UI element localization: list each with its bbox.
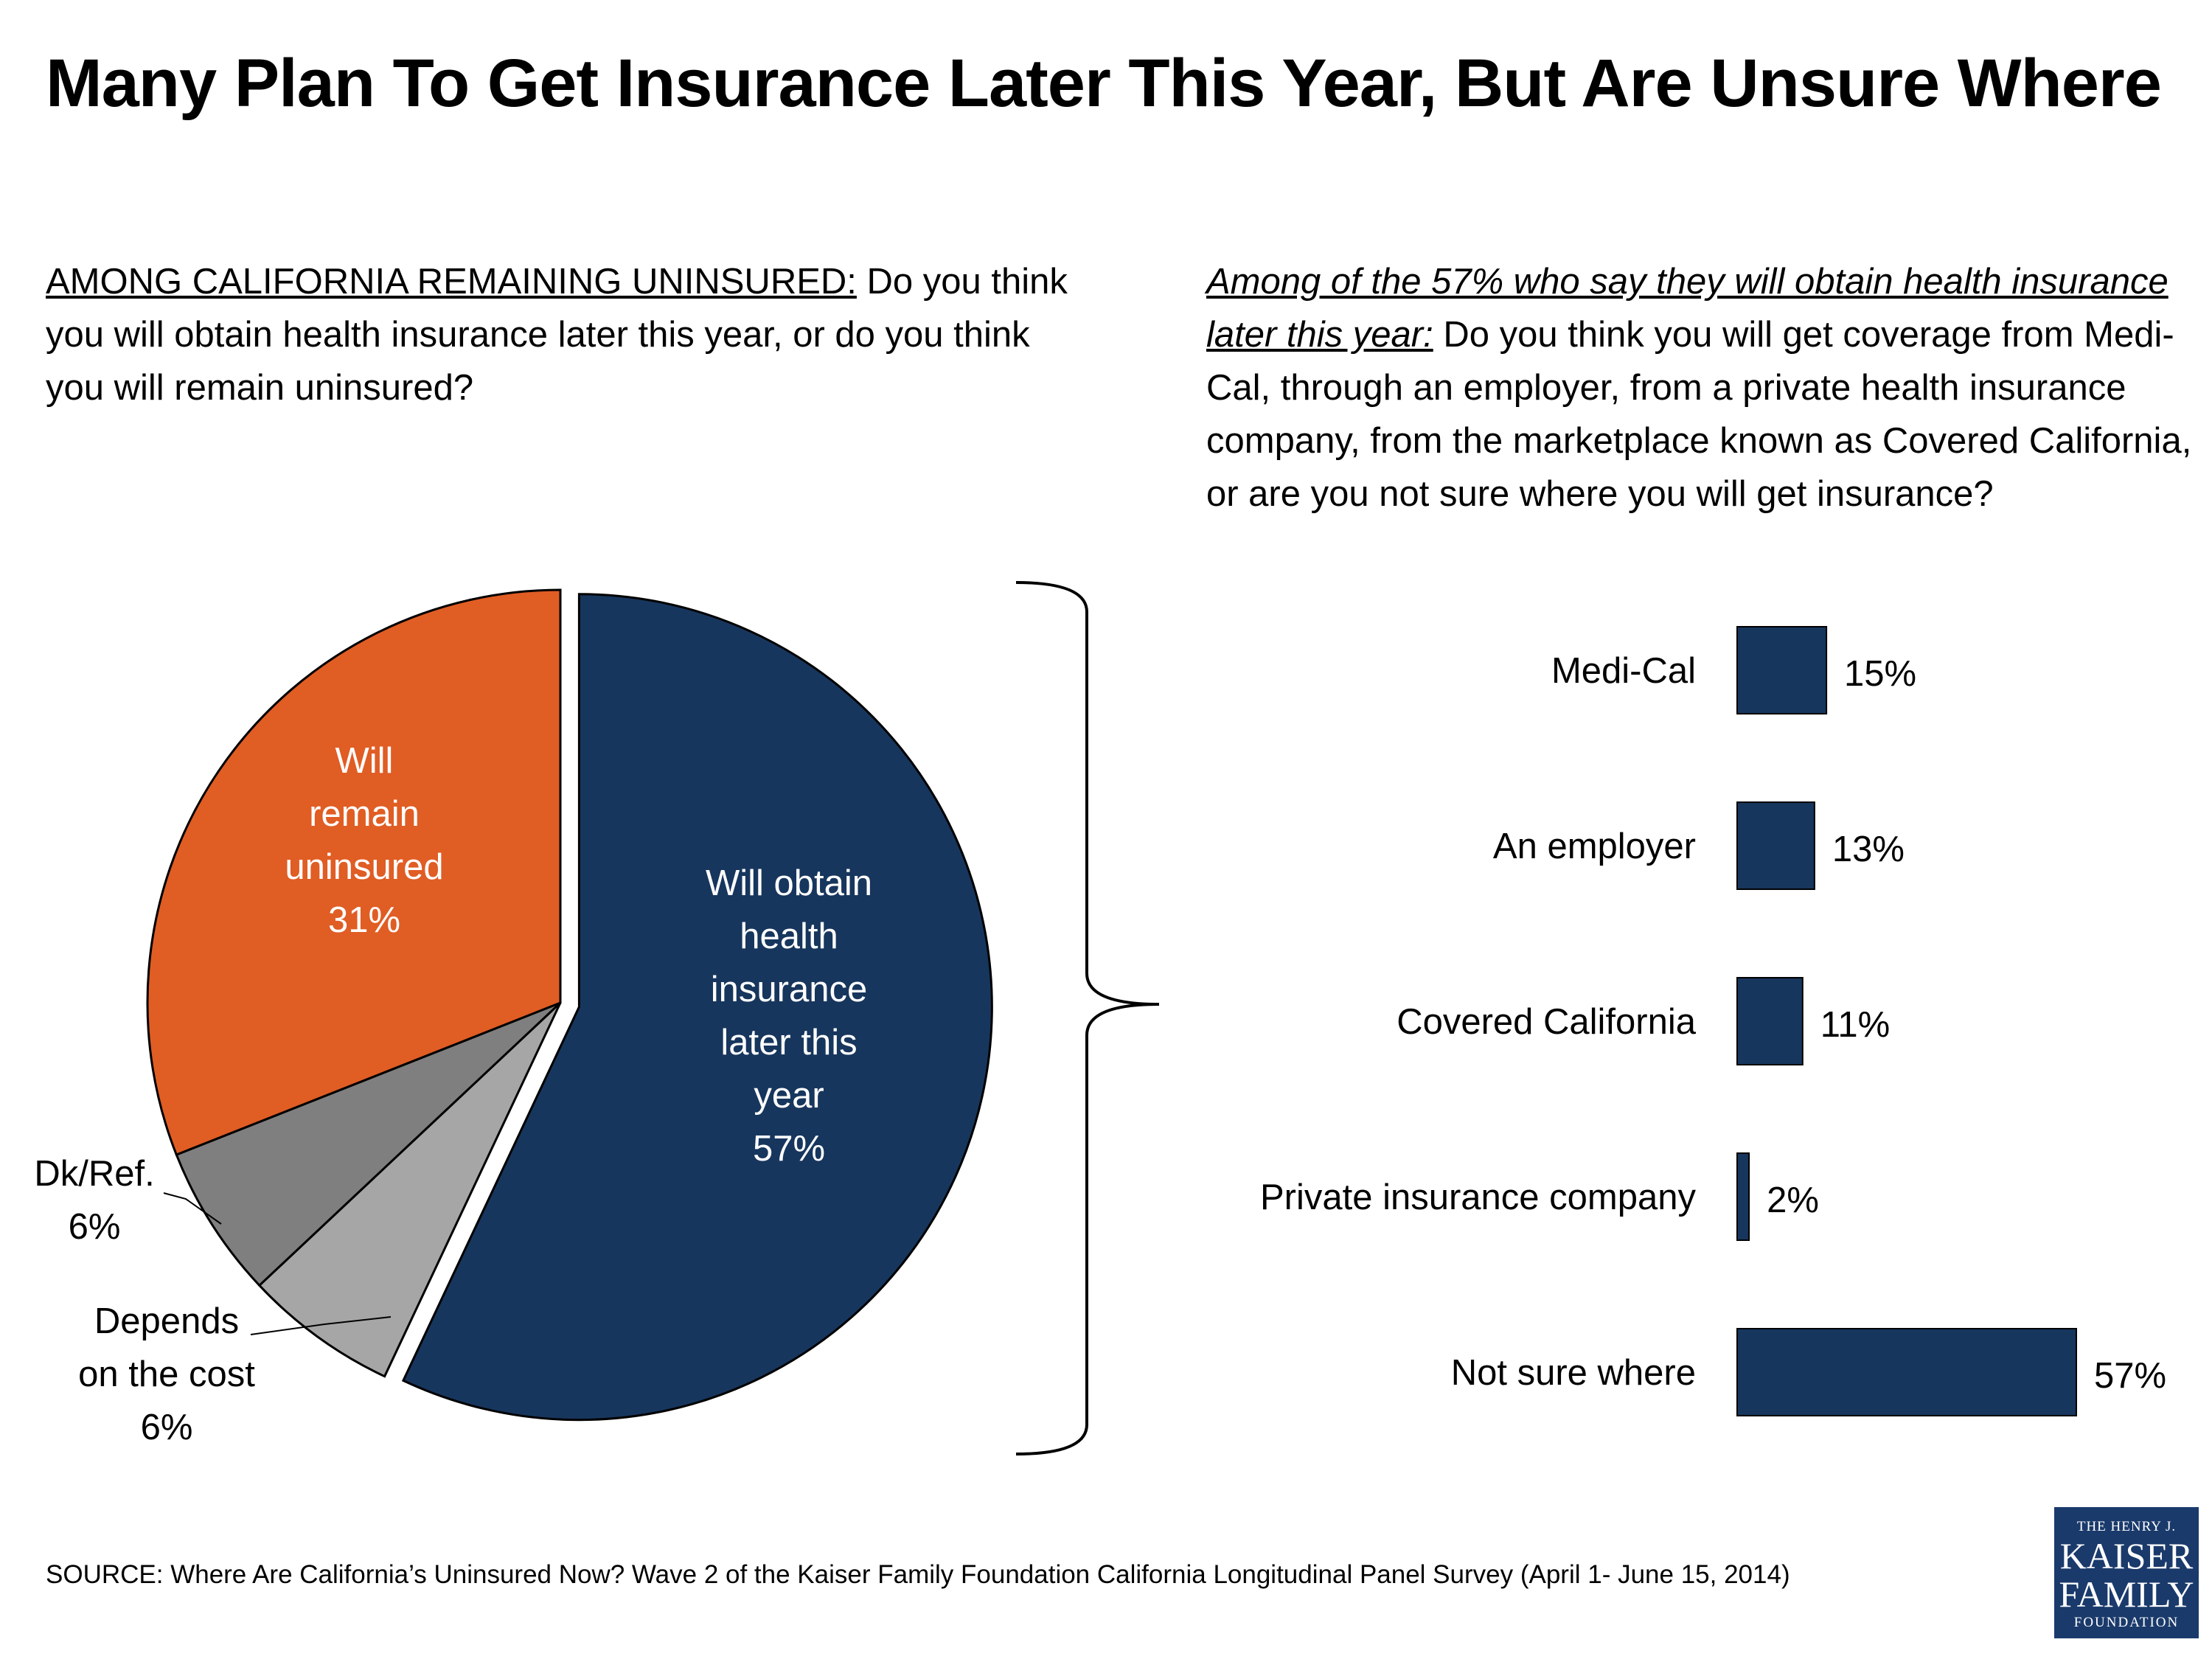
left-question-lead: AMONG CALIFORNIA REMAINING UNINSURED: <box>46 262 857 302</box>
bar-chart: Medi-Cal 15% An employer 13% Covered Califor… <box>1260 626 2166 1416</box>
bar-value-label: 2% <box>1767 1180 1819 1220</box>
pie-slice-remain <box>146 588 562 1157</box>
pie-slice-dkref <box>175 1001 562 1287</box>
pie-slice-obtain <box>401 593 993 1422</box>
pie-slice-depends-label: Depends on the cost 6% <box>78 1301 255 1447</box>
logo-line3: FAMILY <box>2059 1573 2194 1615</box>
pie-slice-depends-label-line: 6% <box>141 1408 193 1447</box>
bar-value-label: 11% <box>1820 1005 1890 1045</box>
pie-slice-remain-label: Will remain uninsured 31% <box>285 741 443 940</box>
pie-slice-obtain-label-line: year <box>754 1076 824 1116</box>
left-question-text: Do you think you will obtain health insu… <box>46 262 1068 408</box>
bar-category-label: An employer <box>1493 827 1696 866</box>
pie-chart: Will obtain health insurance later this year… <box>34 588 993 1447</box>
source-note: SOURCE: Where Are California’s Uninsured… <box>46 1560 1790 1589</box>
page-title: Many Plan To Get Insurance Later This Ye… <box>46 46 2162 121</box>
bar-category-label: Not sure where <box>1451 1353 1696 1393</box>
pie-slice-obtain-label-line: Will obtain <box>706 863 872 903</box>
bar-3 <box>1736 1152 1750 1241</box>
bar-category-label: Private insurance company <box>1260 1178 1697 1217</box>
pie-slice-dkref-label: Dk/Ref. 6% <box>34 1154 154 1247</box>
bar-1 <box>1736 801 1815 890</box>
pie-slice-depends-label-line: on the cost <box>78 1354 255 1394</box>
pie-slice-depends-label-line: Depends <box>94 1301 239 1341</box>
right-question: Among of the 57% who say they will obtai… <box>1206 255 2209 521</box>
pie-slice-remain-label-line: Will <box>335 741 394 781</box>
pie-slice-remain-label-line: remain <box>309 794 420 834</box>
pie-slice-obtain-label-line: health <box>740 917 838 956</box>
bar-category-label: Covered California <box>1397 1002 1697 1042</box>
pie-leader-line <box>163 1192 222 1225</box>
right-question-text: Do you think you will get coverage from … <box>1206 315 2192 514</box>
bar-0 <box>1736 626 1828 714</box>
pie-slice-obtain-label: Will obtain health insurance later this year… <box>706 863 872 1169</box>
logo-line2: KAISER <box>2059 1535 2194 1576</box>
pie-slice-obtain-label-line: 57% <box>753 1129 825 1169</box>
bar-value-label: 57% <box>2094 1356 2166 1396</box>
bar-value-label: 13% <box>1832 830 1905 869</box>
bar-4 <box>1736 1328 2077 1416</box>
bar-value-label: 15% <box>1844 654 1916 694</box>
pie-slice-obtain-label-line: later this <box>720 1023 857 1062</box>
pie-slice-obtain-label-line: insurance <box>711 970 867 1009</box>
pie-slice-depends <box>257 1001 562 1378</box>
bar-category-label: Medi-Cal <box>1551 651 1696 691</box>
pie-slice-dkref-label-line: Dk/Ref. <box>34 1154 154 1194</box>
pie-leader-line <box>250 1316 392 1335</box>
pie-slice-dkref-label-line: 6% <box>69 1207 121 1247</box>
pie-slice-remain-label-line: uninsured <box>285 847 443 887</box>
bar-2 <box>1736 977 1804 1065</box>
kff-logo: THE HENRY J. KAISER FAMILY FOUNDATION <box>2054 1507 2199 1638</box>
right-question-lead: Among of the 57% who say they will obtai… <box>1206 262 2168 355</box>
left-question: AMONG CALIFORNIA REMAINING UNINSURED: Do… <box>46 255 1093 414</box>
bracket-connector <box>1015 581 1160 1455</box>
logo-line4: FOUNDATION <box>2073 1615 2180 1630</box>
logo-line1: THE HENRY J. <box>2076 1519 2177 1534</box>
pie-slice-remain-label-line: 31% <box>328 900 400 940</box>
